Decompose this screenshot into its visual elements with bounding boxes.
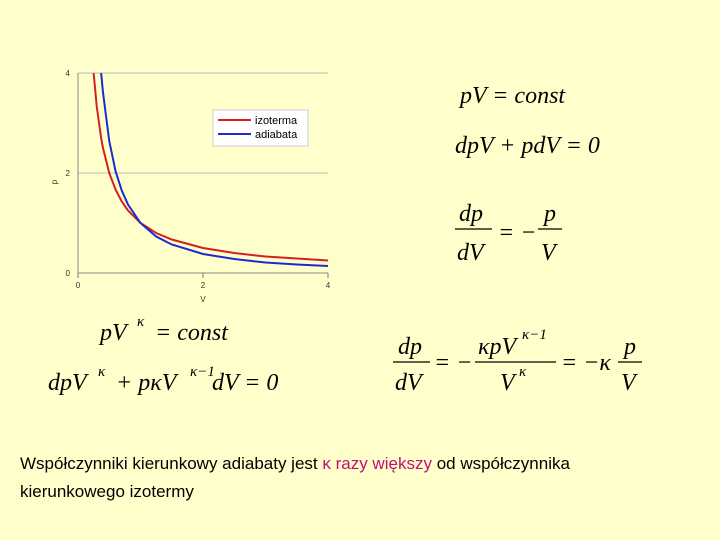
eq-part: κ−1 xyxy=(190,364,215,380)
y-tick-label: 4 xyxy=(66,69,71,78)
eq-part: = − xyxy=(498,220,536,246)
caption-text: kierunkowego izotermy xyxy=(20,482,194,501)
legend-box xyxy=(212,109,309,147)
eq-part: = const xyxy=(155,320,229,346)
equation: dpV + pdV = 0 xyxy=(455,133,600,159)
eq-part: = − xyxy=(434,350,472,376)
eq-part: dpV xyxy=(48,370,89,396)
eq-part: + pκV xyxy=(116,370,179,396)
eq-part: κ−1 xyxy=(522,327,547,343)
x-tick-label: 4 xyxy=(326,281,331,290)
data-line xyxy=(100,72,329,267)
eq-part: dp xyxy=(398,334,422,360)
caption-text: od współczynnika xyxy=(436,454,570,473)
eq-part: p xyxy=(542,201,556,227)
caption-text: Współczynniki kierunkowy adiabaty jest xyxy=(20,454,318,473)
eq-part: κpV xyxy=(478,334,519,360)
eq-part: κ xyxy=(519,364,527,380)
eq-part: dV xyxy=(457,240,486,266)
eq-part: pV xyxy=(98,320,129,346)
eq-part: V xyxy=(541,240,558,266)
caption-highlight: razy większy xyxy=(335,454,432,473)
y-tick-label: 0 xyxy=(66,269,71,278)
eq-part: κ xyxy=(137,314,145,330)
equation: pV = const xyxy=(458,83,566,109)
x-tick-label: 0 xyxy=(76,281,81,290)
caption: Współczynniki kierunkowy adiabaty jest κ… xyxy=(20,450,570,506)
legend-label: adiabata xyxy=(255,129,298,141)
x-axis-label: V xyxy=(200,295,206,304)
y-tick-label: 2 xyxy=(66,169,71,178)
y-axis-label: p xyxy=(50,179,59,184)
legend-label: izoterma xyxy=(255,115,298,127)
eq-part: dV = 0 xyxy=(212,370,278,396)
eq-part: dV xyxy=(395,370,424,396)
eq-part: p xyxy=(622,334,636,360)
x-tick-label: 2 xyxy=(201,281,206,290)
data-line xyxy=(92,72,329,262)
eq-part: dp xyxy=(459,201,483,227)
eq-part: V xyxy=(500,370,517,396)
caption-kappa: κ xyxy=(322,454,331,473)
eq-part: V xyxy=(621,370,638,396)
eq-part: κ xyxy=(98,364,106,380)
eq-part: = −κ xyxy=(561,350,611,376)
